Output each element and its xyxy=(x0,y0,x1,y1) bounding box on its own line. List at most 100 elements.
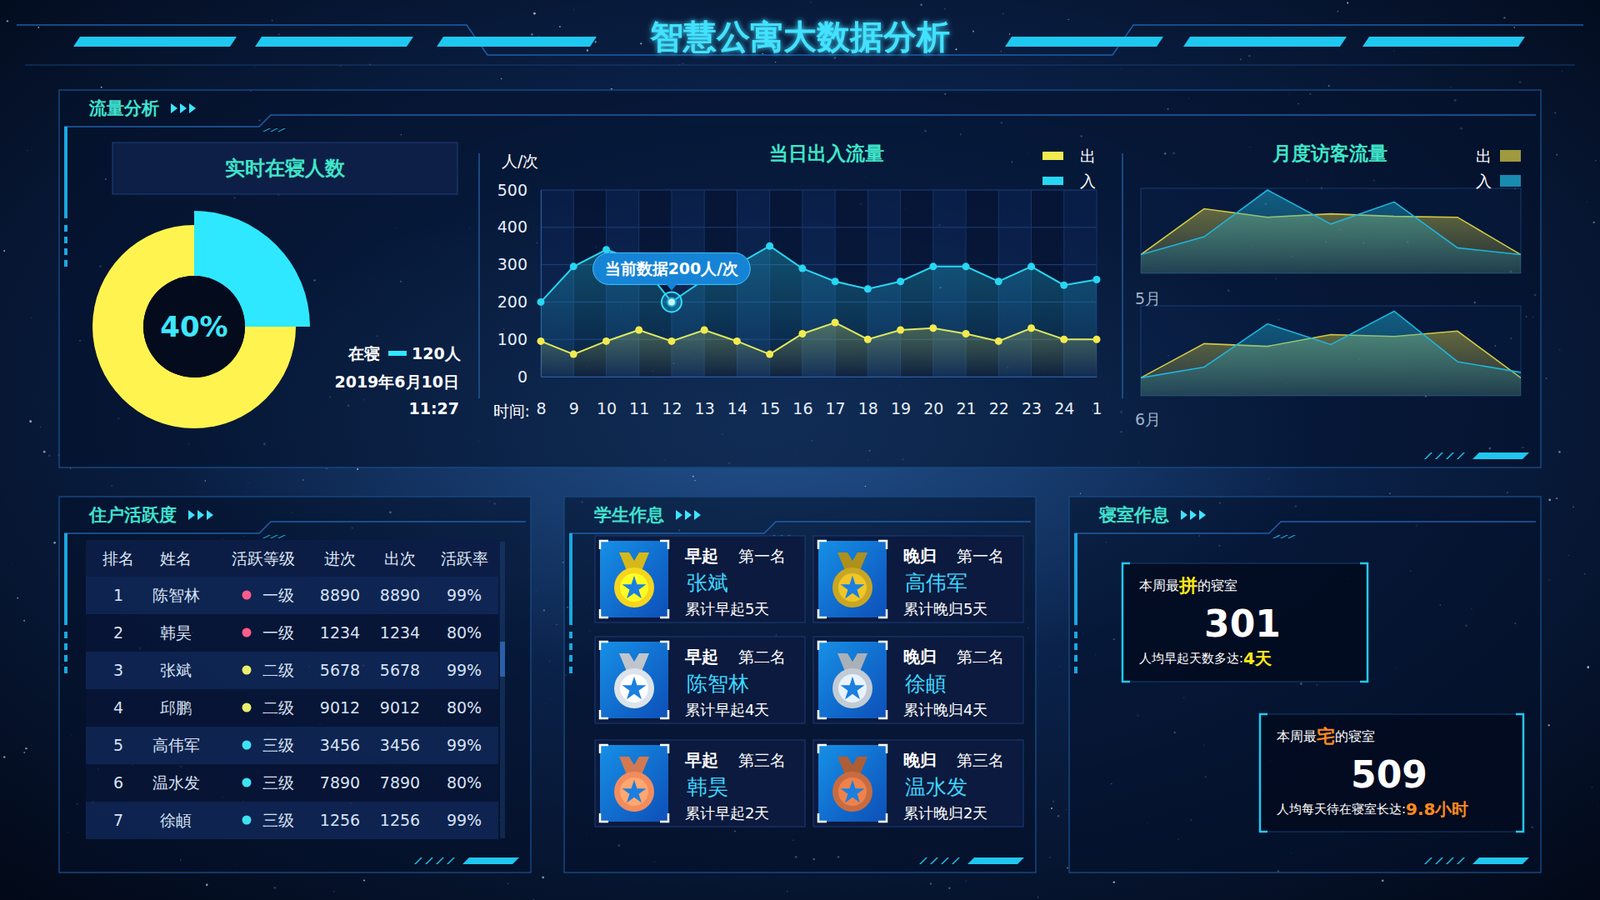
heading-part: 的寝室 xyxy=(1197,577,1238,594)
legend-label: 入 xyxy=(1475,171,1492,190)
star xyxy=(955,48,957,50)
star xyxy=(100,86,103,89)
card-bg xyxy=(595,535,805,623)
card-name: 陈智林 xyxy=(686,671,750,696)
series-line xyxy=(1140,310,1521,378)
card-type: 早起 xyxy=(684,646,719,667)
box-top xyxy=(1260,714,1524,715)
marker xyxy=(962,330,970,338)
card-name: 韩昊 xyxy=(686,775,729,800)
star xyxy=(1519,80,1522,84)
panel-accent xyxy=(64,126,68,219)
star xyxy=(26,150,28,151)
corner-stripe xyxy=(1435,452,1444,460)
star xyxy=(363,880,365,882)
tick-label: 300 xyxy=(497,255,528,274)
separator xyxy=(1121,153,1124,399)
star xyxy=(1568,555,1570,556)
medal xyxy=(832,771,873,812)
header: 智慧公寓大数据分析 xyxy=(16,17,1584,65)
panel-accent xyxy=(569,643,573,650)
chart-title: 月度访客流量 xyxy=(1271,142,1388,165)
star xyxy=(1268,478,1270,480)
series-line xyxy=(540,245,1097,302)
star xyxy=(10,562,12,564)
corner-stripe xyxy=(414,857,423,865)
header-bar xyxy=(1005,36,1164,47)
level-dot xyxy=(242,778,252,788)
tick: 12 xyxy=(661,376,682,418)
box-bracket xyxy=(1260,714,1268,832)
medal-star xyxy=(840,575,865,600)
star xyxy=(23,620,25,622)
star xyxy=(247,482,250,485)
tick-label: 18 xyxy=(858,399,879,418)
legend-swatch xyxy=(1500,150,1521,162)
table-row-bg xyxy=(85,576,499,615)
table-row-bg xyxy=(85,801,499,840)
star xyxy=(1506,491,1509,494)
legend-label: 入 xyxy=(1080,171,1096,190)
panel-title: 寝室作息 xyxy=(1098,505,1170,525)
axis: 891011121314151617181920212223241 xyxy=(535,376,1102,418)
marker xyxy=(570,262,578,270)
box-stat: 人均每天待在寝室长达:9.8小时 xyxy=(1276,799,1470,820)
corner-stripe xyxy=(1435,857,1444,865)
star xyxy=(1059,665,1061,667)
header-bar xyxy=(436,36,597,47)
heading-highlight: 拼 xyxy=(1178,575,1198,596)
tick-label: 13 xyxy=(695,399,715,418)
panel-accent xyxy=(1074,655,1078,662)
area-chart: 5月月度访客流量出入 xyxy=(1135,142,1521,308)
medal xyxy=(832,668,873,709)
card-type: 晚归 xyxy=(903,545,937,566)
card: 早起第一名张斌累计早起5天 xyxy=(595,535,805,623)
title-arrow xyxy=(206,510,214,520)
star xyxy=(810,1,812,4)
tick-label: 10 xyxy=(596,399,617,418)
medal-star xyxy=(622,575,647,600)
tile-bracket xyxy=(660,710,669,719)
star xyxy=(1337,10,1339,12)
table-cell: 99% xyxy=(446,660,482,680)
table: 排名姓名活跃等级进次出次活跃率1陈智林一级8890889099%2韩昊一级123… xyxy=(85,540,505,840)
title-stripe xyxy=(1287,535,1296,539)
legend-swatch xyxy=(388,350,407,356)
card-type: 晚归 xyxy=(903,750,937,770)
star xyxy=(254,66,256,69)
star xyxy=(1037,896,1039,898)
marker xyxy=(537,337,545,345)
star xyxy=(3,755,6,759)
marker xyxy=(995,337,1003,345)
star xyxy=(595,40,597,43)
stat-value: 4天 xyxy=(1243,648,1272,669)
panel: 寝室作息 xyxy=(1069,496,1541,873)
star xyxy=(1052,800,1055,803)
stat-label: 人均每天待在寝室长达: xyxy=(1276,801,1406,817)
star xyxy=(1514,26,1516,29)
star xyxy=(1389,492,1391,495)
star xyxy=(1064,660,1065,662)
star xyxy=(573,9,575,10)
table-cell: 80% xyxy=(446,623,482,642)
tick: 11 xyxy=(629,376,650,418)
table-cell: 2 xyxy=(113,623,124,642)
card-detail: 累计晚归2天 xyxy=(903,804,988,822)
panel-accent xyxy=(64,260,68,267)
star xyxy=(1545,377,1548,380)
medal-inner xyxy=(838,777,867,806)
card: 晚归第一名高伟军累计晚归5天 xyxy=(813,535,1024,623)
panel-accent xyxy=(569,666,573,674)
panel-accent xyxy=(64,666,68,674)
box-bracket xyxy=(1122,563,1130,682)
star xyxy=(543,609,545,611)
star xyxy=(1120,67,1123,70)
card-rank: 第二名 xyxy=(956,647,1005,666)
star xyxy=(586,49,589,51)
marker xyxy=(1060,335,1068,344)
card-detail: 累计早起5天 xyxy=(685,600,770,618)
tick: 24 xyxy=(1054,376,1075,418)
tick: 13 xyxy=(695,376,715,418)
title-arrow xyxy=(1190,510,1197,520)
tick-label: 400 xyxy=(497,217,528,236)
